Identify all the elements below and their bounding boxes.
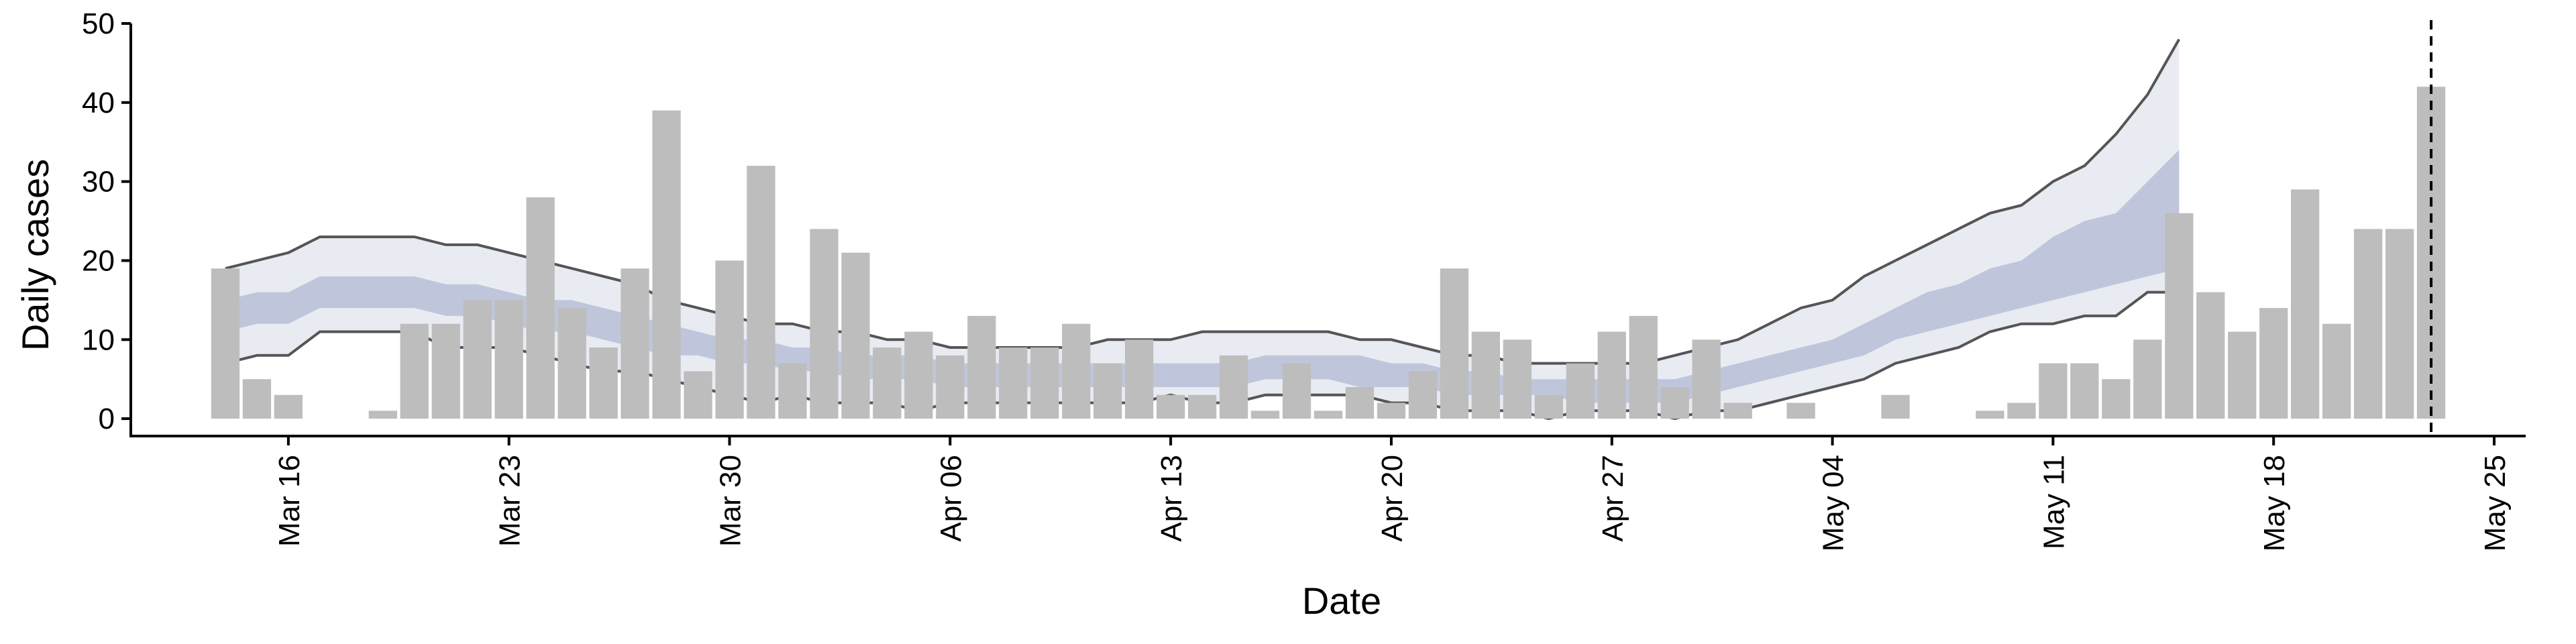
bar [1786,402,1815,419]
bar [2133,339,2162,419]
y-tick-label: 40 [82,87,115,119]
bar [463,300,492,419]
bar [1629,315,1658,419]
bar [1377,402,1406,419]
bar [526,197,555,419]
bar [621,268,649,419]
bar [1408,371,1438,419]
bar [431,323,460,419]
bar [2196,292,2225,419]
bar [684,371,712,419]
bar [2102,379,2131,419]
axes: 0 10 20 30 40 50 Mar 16 Mar 23 Mar 30 Apr 06 Apr 1… [82,7,2526,551]
bar [1881,394,1910,419]
bar [2039,363,2068,419]
x-tick-label: Mar 30 [714,455,747,547]
bar [747,166,775,419]
bar [1534,394,1563,419]
bar [2007,402,2036,419]
bar [274,394,303,419]
bar [1093,363,1122,419]
bar [841,252,870,419]
outer-band [225,39,2180,419]
x-tick-label: May 18 [2258,455,2291,551]
x-tick-label: Apr 27 [1597,455,1629,542]
x-tick-label: Apr 13 [1155,455,1188,542]
bar [652,110,681,419]
bar [904,331,933,419]
bar [715,260,744,419]
x-tick-label: May 04 [1817,455,1850,551]
bar [873,347,902,419]
bar [1188,394,1217,419]
bar [242,379,272,419]
y-tick-label: 10 [82,323,115,356]
bar [2165,213,2194,419]
bar [2322,323,2351,419]
bar [1125,339,1154,419]
y-tick-label: 50 [82,7,115,40]
bar [1440,268,1469,419]
bar [999,347,1028,419]
bar [1345,387,1375,419]
bar [1660,387,1689,419]
x-tick-label: Apr 06 [934,455,967,542]
bar [557,308,586,419]
bar [1471,331,1500,419]
x-axis-label: Date [1302,580,1381,622]
bar [1723,402,1752,419]
y-tick-label: 0 [99,402,115,435]
x-tick-label: May 25 [2479,455,2512,551]
bar [1157,394,1185,419]
bar [810,229,839,419]
x-tick-label: Mar 23 [494,455,527,547]
x-tick-label: Mar 16 [273,455,306,547]
inner-band [225,150,2180,403]
bar [589,347,618,419]
bar [2070,363,2099,419]
bar [1282,363,1311,419]
axis-labels: Date Daily cases [14,159,1381,622]
bar [1313,411,1343,419]
bar [1503,339,1532,419]
bar [1030,347,1059,419]
bar [2354,229,2383,419]
bar [1976,411,2004,419]
forecast-bands [225,39,2180,419]
bar [1597,331,1626,419]
x-tick-label: May 11 [2037,455,2070,549]
x-tick-label: Apr 20 [1376,455,1409,542]
bar [778,363,807,419]
bar [1250,411,1280,419]
bar [368,411,397,419]
bar [2259,308,2288,419]
y-tick-label: 30 [82,166,115,199]
bar [1692,339,1721,419]
bar [1566,363,1595,419]
bar [1062,323,1091,419]
bar [2291,189,2320,419]
bar [400,323,429,419]
bar [2385,229,2414,419]
bar [967,315,996,419]
bar [2228,331,2257,419]
bar [936,355,965,419]
y-axis-label: Daily cases [14,159,56,351]
bar [494,300,523,419]
bar [1219,355,1248,419]
bar [211,268,240,419]
y-tick-label: 20 [82,244,115,277]
